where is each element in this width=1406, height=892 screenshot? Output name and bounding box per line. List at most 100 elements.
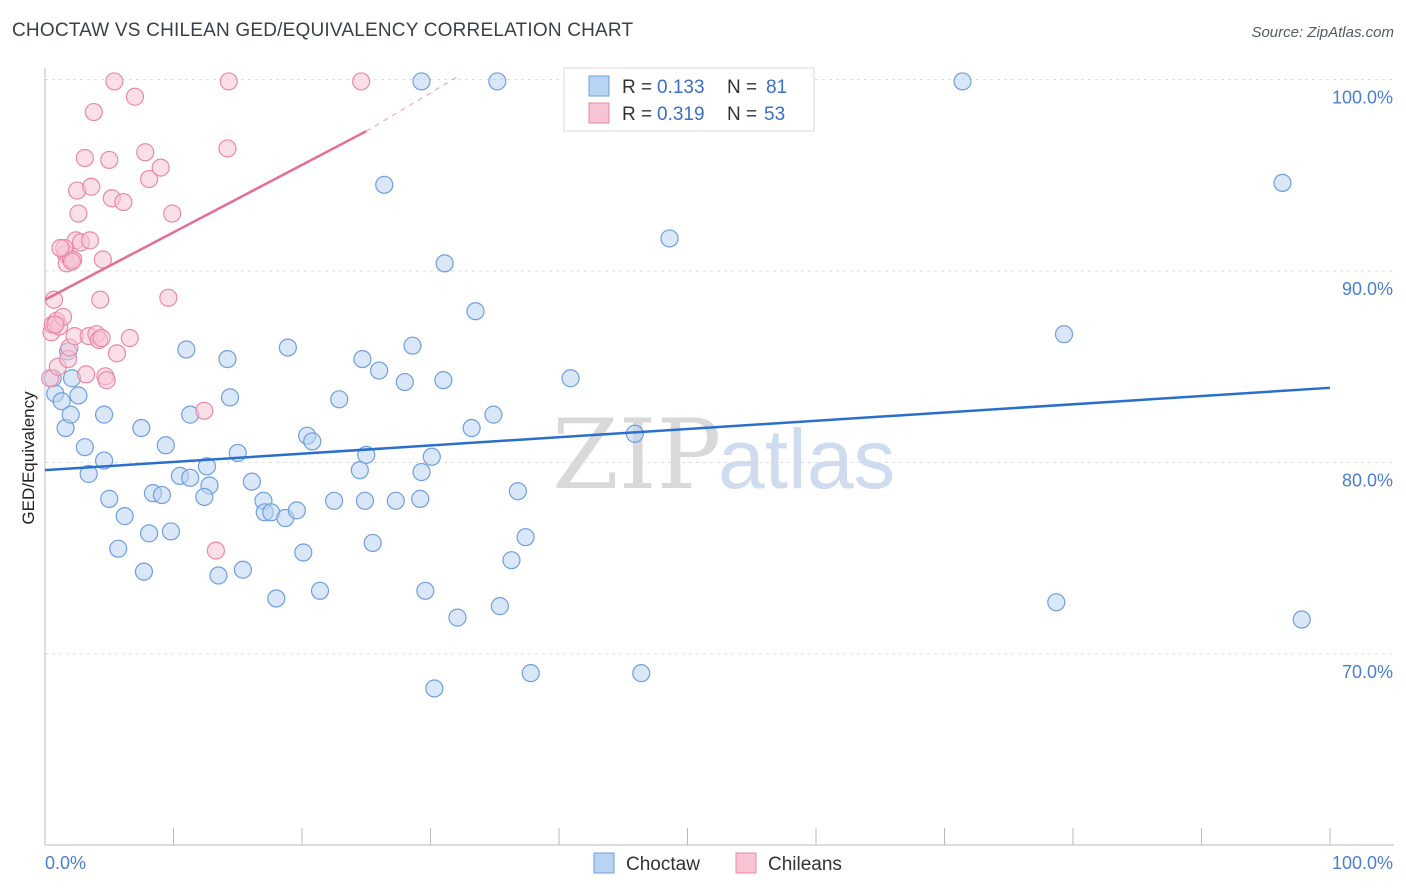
choctaw-point	[287, 501, 306, 520]
bottom-legend-label-choctaw: Choctaw	[626, 854, 700, 875]
choctaw-point	[386, 491, 405, 510]
chilean-point	[97, 371, 116, 390]
watermark-zip: ZIP	[552, 399, 721, 511]
choctaw-point	[375, 175, 394, 194]
choctaw-point	[325, 491, 344, 510]
choctaw-point	[79, 464, 98, 484]
choctaw-point	[310, 581, 330, 600]
choctaw-trend-line	[44, 386, 1331, 472]
choctaw-point	[370, 361, 389, 380]
chilean-point	[163, 204, 182, 223]
choctaw-point	[95, 451, 114, 470]
choctaw-point	[177, 340, 196, 359]
y-tick-label: 100.0%	[1332, 88, 1393, 108]
choctaw-point	[488, 72, 507, 91]
choctaw-point	[69, 386, 88, 405]
legend-swatch-chileans	[588, 102, 610, 124]
choctaw-point	[632, 664, 651, 683]
choctaw-point	[484, 405, 503, 424]
choctaw-point	[561, 369, 580, 388]
choctaw-point	[132, 418, 151, 438]
choctaw-point	[109, 539, 128, 558]
chilean-point	[51, 238, 70, 258]
correlation-legend: R = 0.133 N = 81 R = 0.319 N = 53	[563, 67, 815, 132]
choctaw-point	[462, 418, 481, 438]
chilean-points	[41, 72, 371, 560]
chilean-point	[92, 328, 111, 348]
chilean-point	[159, 288, 178, 307]
chilean-trend-extension	[365, 77, 457, 132]
chilean-point	[84, 102, 103, 122]
choctaw-point	[278, 338, 297, 357]
choctaw-point	[139, 524, 159, 543]
choctaw-point	[220, 388, 240, 407]
chart-title: CHOCTAW VS CHILEAN GED/EQUIVALENCY CORRE…	[12, 20, 634, 41]
choctaw-point	[115, 507, 134, 526]
choctaw-point	[52, 392, 71, 411]
choctaw-point	[412, 462, 431, 482]
choctaw-point	[197, 457, 217, 476]
choctaw-point	[294, 543, 313, 562]
choctaw-point	[422, 447, 441, 466]
choctaw-point	[521, 664, 540, 683]
choctaw-point	[355, 491, 375, 510]
choctaw-point	[75, 438, 94, 457]
chilean-point	[218, 139, 237, 158]
choctaw-point	[660, 229, 679, 248]
choctaw-point	[466, 302, 485, 321]
chilean-point	[120, 328, 139, 348]
chilean-point	[75, 148, 94, 168]
choctaw-point	[434, 371, 453, 390]
choctaw-point	[448, 608, 467, 627]
y-tick-labels: 70.0% 80.0% 90.0% 100.0%	[1332, 88, 1393, 683]
chilean-point	[114, 192, 133, 212]
choctaw-point	[330, 390, 349, 409]
legend-n-value-chileans: 53	[764, 104, 785, 125]
chilean-point	[219, 72, 238, 91]
choctaw-point	[156, 436, 175, 455]
choctaw-point	[100, 489, 119, 508]
bottom-legend-swatch-chileans	[735, 852, 757, 874]
bottom-legend: Choctaw Chileans	[593, 852, 842, 875]
choctaw-point	[403, 336, 422, 355]
chilean-point	[151, 158, 170, 177]
chilean-point	[352, 72, 371, 91]
chilean-point	[100, 150, 119, 170]
choctaw-point	[267, 589, 286, 608]
legend-r-value-chileans: 0.319	[657, 104, 705, 125]
legend-n-label-choctaw: N =	[727, 77, 757, 98]
axes	[44, 68, 1394, 846]
chilean-point	[69, 204, 88, 223]
chilean-point	[46, 315, 65, 334]
x-tick-label-min: 0.0%	[45, 853, 86, 873]
source-credit: Source: ZipAtlas.com	[1251, 24, 1394, 41]
choctaw-points	[43, 72, 1311, 698]
choctaw-point	[233, 560, 252, 579]
choctaw-point	[242, 472, 261, 491]
legend-n-label-chileans: N =	[727, 104, 757, 125]
choctaw-point	[508, 482, 527, 501]
chilean-point	[107, 344, 127, 363]
chilean-point	[62, 252, 82, 271]
chilean-point	[125, 87, 145, 106]
chilean-point	[206, 541, 226, 560]
chilean-point	[105, 72, 124, 91]
choctaw-point	[363, 533, 382, 553]
choctaw-point	[425, 679, 444, 698]
chilean-point	[139, 169, 159, 189]
bottom-legend-label-chileans: Chileans	[768, 854, 842, 875]
choctaw-point	[209, 566, 228, 585]
choctaw-point	[411, 489, 430, 508]
x-ticks	[44, 828, 1331, 845]
watermark: ZIP atlas	[552, 399, 895, 511]
choctaw-point	[95, 405, 114, 424]
choctaw-point	[395, 372, 414, 392]
y-tick-label: 80.0%	[1342, 471, 1393, 491]
legend-n-value-choctaw: 81	[766, 77, 787, 98]
legend-r-label-choctaw: R =	[622, 77, 652, 98]
choctaw-point	[953, 72, 972, 91]
choctaw-point	[416, 581, 435, 600]
choctaw-point	[490, 597, 509, 616]
bottom-legend-swatch-choctaw	[593, 852, 615, 874]
